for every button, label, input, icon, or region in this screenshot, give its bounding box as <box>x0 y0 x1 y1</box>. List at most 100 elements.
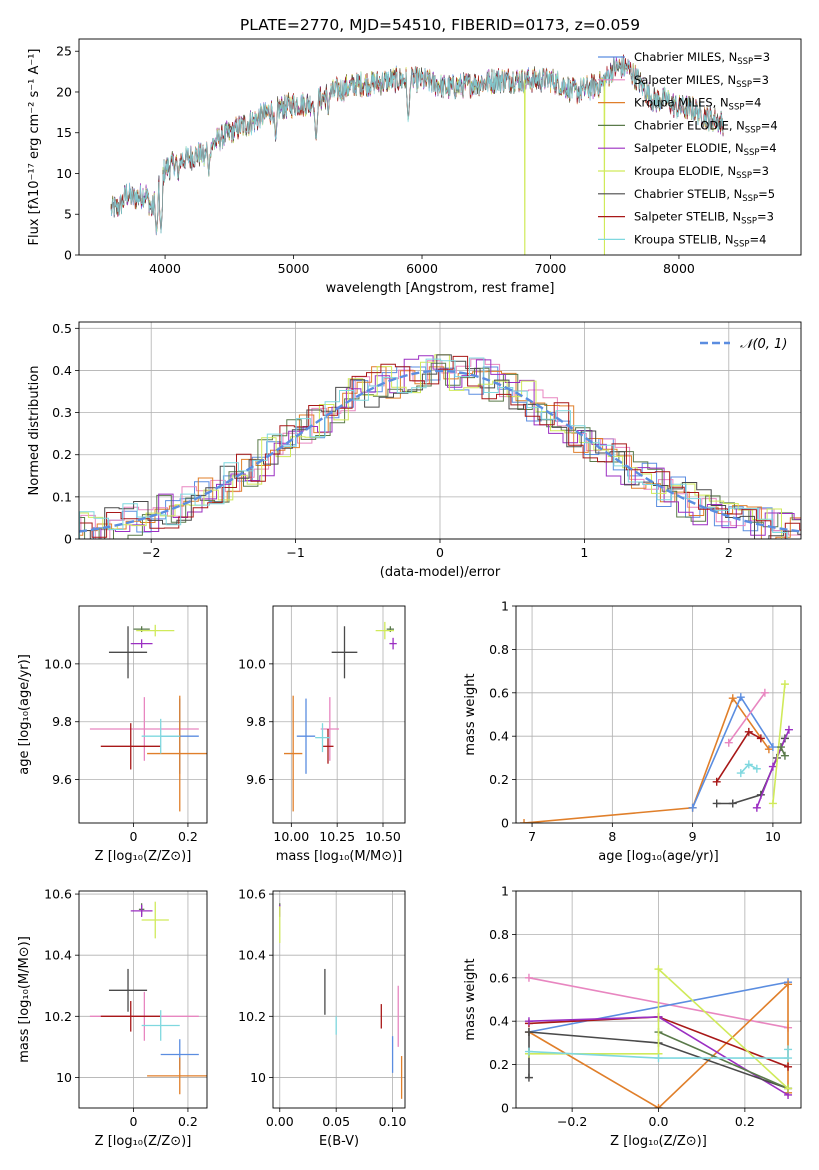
x-tick-label: 8000 <box>663 261 695 276</box>
y-tick-label: 10.6 <box>44 887 72 902</box>
x-tick-label: 0.0 <box>649 1114 669 1129</box>
y-tick-label: 25 <box>56 44 72 59</box>
weight-marker-kstelib <box>654 1054 663 1063</box>
axes-frame <box>272 890 406 1109</box>
weight-marker-kstelib <box>752 764 761 773</box>
weight-marker-kstelib <box>736 769 745 778</box>
weight-marker-smiles <box>760 688 769 697</box>
x-tick-label: 10.00 <box>273 829 309 844</box>
x-tick-label: 6000 <box>406 261 438 276</box>
histogram-sstelib <box>79 355 801 539</box>
x-tick-label: 10.25 <box>319 829 355 844</box>
weight-marker-kmiles <box>728 694 737 703</box>
x-tick-label: 0 <box>436 545 444 560</box>
x-axis-label: mass [log₁₀(M/M⊙)] <box>276 849 403 864</box>
weight-marker-cstelib <box>728 799 737 808</box>
legend-label-sstelib: Salpeter STELIB, NSSP=3 <box>634 210 774 227</box>
plot-area-mass_vs_ebv <box>279 903 403 1099</box>
weight-marker-kstelib <box>784 1054 793 1063</box>
y-tick-label: 10.4 <box>44 948 72 963</box>
weight-marker-cmiles <box>688 803 697 812</box>
y-tick-label: 5 <box>64 207 72 222</box>
legend-label-cmiles: Chabrier MILES, NSSP=3 <box>634 50 770 67</box>
legend-label-kelodie: Kroupa ELODIE, NSSP=3 <box>634 164 769 181</box>
x-axis-label: Z [log₁₀(Z/Z⊙)] <box>95 849 192 864</box>
y-tick-label: 9.6 <box>246 772 266 787</box>
panel-residuals: −2 −1 0 1 2 0 0.1 0.2 0.3 0.4 0.5 (data-model)/erro… <box>27 321 802 580</box>
panel-massweight_vs_Z: −0.2 0.0 0.2 0 0.2 0.4 0.6 0.8 1 Z [log₁₀(Z/Z⊙)] m… <box>463 884 802 1149</box>
weight-marker-sstelib <box>756 734 765 743</box>
weight-marker-kelodie <box>784 1084 793 1093</box>
y-tick-label: 0.3 <box>52 405 72 420</box>
panel-spectrum: 4000 5000 6000 7000 8000 0 5 10 15 20 25 wavelength… <box>27 38 802 296</box>
x-tick-label: 1 <box>580 545 588 560</box>
plot-area-age_vs_Z <box>89 624 207 812</box>
histogram-celodie <box>79 362 801 539</box>
x-tick-label: 5000 <box>278 261 310 276</box>
legend-label-kstelib: Kroupa STELIB, NSSP=4 <box>634 232 766 249</box>
y-tick-label: 9.8 <box>52 714 72 729</box>
weight-line-smiles <box>728 692 766 744</box>
weight-marker-selodie <box>752 803 761 812</box>
x-tick-label: 8 <box>608 829 616 844</box>
y-tick-label: 1 <box>501 884 509 899</box>
weight-marker-kmiles <box>520 819 529 823</box>
spectrum-legend: Chabrier MILES, NSSP=3 Salpeter MILES, NS… <box>598 50 778 249</box>
y-tick-label: 9.8 <box>246 714 266 729</box>
weight-marker-smiles <box>524 973 533 982</box>
y-tick-label: 10.2 <box>44 1009 72 1024</box>
y-tick-label: 1 <box>501 599 509 614</box>
weight-marker-kmiles <box>784 980 793 989</box>
weight-marker-kstelib <box>744 760 753 769</box>
y-tick-label: 10 <box>56 1070 72 1085</box>
x-axis-label: age [log₁₀(age/yr)] <box>598 849 719 864</box>
weight-marker-cstelib <box>524 1028 533 1037</box>
weight-marker-cstelib <box>524 1073 533 1082</box>
panel-age_vs_Z: 0 0.2 9.6 9.8 10.0 Z [log₁₀(Z/Z⊙)] age [log₁₀(… <box>17 605 208 864</box>
y-tick-label: 10.2 <box>238 1009 266 1024</box>
y-tick-label: 0.6 <box>489 970 509 985</box>
weight-marker-kmiles <box>654 1104 663 1108</box>
x-tick-label: 0.00 <box>266 1114 294 1129</box>
weight-marker-sstelib <box>712 777 721 786</box>
x-axis-label: Z [log₁₀(Z/Z⊙)] <box>95 1134 192 1149</box>
y-tick-label: 10 <box>250 1070 266 1085</box>
weight-marker-cmiles <box>736 693 745 702</box>
weight-line-kmiles <box>523 696 770 823</box>
y-tick-label: 0.4 <box>52 363 72 378</box>
weight-marker-sstelib <box>744 727 753 736</box>
y-tick-label: 0 <box>64 248 72 263</box>
axes-frame <box>272 605 406 824</box>
legend-label-celodie: Chabrier ELODIE, NSSP=4 <box>634 118 778 135</box>
weight-line-kstelib <box>528 1049 789 1059</box>
y-axis-label: Flux [fλ10⁻¹⁷ erg cm⁻² s⁻¹ A⁻¹] <box>27 49 42 246</box>
y-axis-label: age [log₁₀(age/yr)] <box>17 654 32 775</box>
plot-area-spec <box>110 54 724 255</box>
x-tick-label: 10.50 <box>365 829 401 844</box>
panel-mass_vs_ebv: 0.00 0.05 0.10 10 10.2 10.4 10.6 E(B-V) <box>238 887 406 1149</box>
x-tick-label: 2 <box>725 545 733 560</box>
weight-line-kelodie <box>529 967 789 1090</box>
weight-line-sstelib <box>716 730 762 783</box>
axes-frame <box>515 890 802 1109</box>
y-tick-label: 0 <box>501 816 509 831</box>
weight-line-kelodie <box>772 684 786 804</box>
plot-area-age_vs_mass <box>284 621 397 812</box>
plot-area-massweight_vs_age <box>520 680 793 823</box>
x-tick-label: 0.2 <box>178 1114 198 1129</box>
x-tick-label: 0.05 <box>322 1114 350 1129</box>
weight-marker-selodie <box>524 1017 533 1026</box>
x-tick-label: 0.10 <box>379 1114 407 1129</box>
weight-marker-cmiles <box>768 743 777 752</box>
y-tick-label: 0.6 <box>489 685 509 700</box>
spectrum-series-kstelib <box>110 56 724 235</box>
y-tick-label: 9.6 <box>52 772 72 787</box>
weight-marker-kstelib <box>784 1045 793 1054</box>
y-tick-label: 10.4 <box>238 948 266 963</box>
x-tick-label: 0 <box>129 829 137 844</box>
weight-line-kmiles <box>528 982 789 1108</box>
legend-label-kmiles: Kroupa MILES, NSSP=4 <box>634 96 761 113</box>
y-tick-label: 0.2 <box>489 772 509 787</box>
x-tick-label: 0.2 <box>735 1114 755 1129</box>
